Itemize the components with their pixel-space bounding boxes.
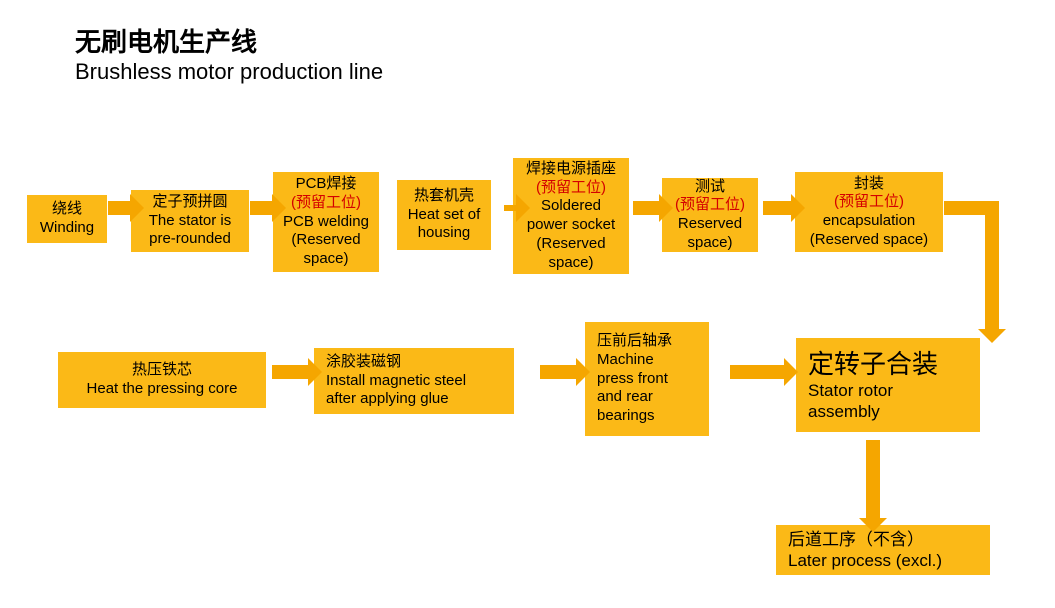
node-heatset: 热套机壳 Heat set of housing — [397, 180, 491, 250]
node-assembly-en1: Stator rotor — [808, 380, 968, 401]
node-press-cn: 压前后轴承 — [597, 332, 701, 351]
node-solder: 焊接电源插座 (预留工位) Soldered power socket (Res… — [513, 158, 629, 274]
arrow-right-icon — [730, 356, 798, 388]
node-later: 后道工序（不含） Later process (excl.) — [776, 525, 990, 575]
node-encaps: 封装 (预留工位) encapsulation (Reserved space) — [795, 172, 943, 252]
node-press-en4: bearings — [597, 407, 701, 426]
arrow-right-icon — [540, 356, 590, 388]
node-later-en: Later process (excl.) — [788, 550, 982, 571]
node-pcb-en2: (Reserved space) — [281, 231, 371, 269]
arrow-right-icon — [633, 192, 673, 224]
arrow-elbow-icon — [944, 201, 1017, 357]
node-winding-en: Winding — [35, 219, 99, 238]
node-encaps-red: (预留工位) — [803, 193, 935, 212]
arrow-down-icon — [857, 440, 889, 532]
node-press-en1: Machine — [597, 351, 701, 370]
node-glue-cn: 涂胶装磁钢 — [326, 353, 506, 372]
node-test-en2: space) — [670, 234, 750, 253]
node-heatset-en2: housing — [405, 224, 483, 243]
arrow-right-icon — [504, 192, 530, 224]
arrow-right-icon — [272, 356, 322, 388]
arrow-right-icon — [250, 192, 286, 224]
node-solder-cn: 焊接电源插座 — [521, 160, 621, 179]
node-heatset-cn: 热套机壳 — [405, 187, 483, 206]
node-pcb: PCB焊接 (预留工位) PCB welding (Reserved space… — [273, 172, 379, 272]
node-solder-red: (预留工位) — [521, 179, 621, 198]
node-test-red: (预留工位) — [670, 196, 750, 215]
title-cn: 无刷电机生产线 — [75, 22, 383, 59]
node-glue-en1: Install magnetic steel — [326, 372, 506, 391]
title-en: Brushless motor production line — [75, 59, 383, 85]
node-heatset-en1: Heat set of — [405, 206, 483, 225]
node-encaps-en1: encapsulation — [803, 212, 935, 231]
node-assembly-en2: assembly — [808, 401, 968, 422]
node-glue-en2: after applying glue — [326, 390, 506, 409]
node-glue: 涂胶装磁钢 Install magnetic steel after apply… — [314, 348, 514, 414]
node-encaps-cn: 封装 — [803, 175, 935, 194]
node-encaps-en2: (Reserved space) — [803, 231, 935, 250]
node-test: 测试 (预留工位) Reserved space) — [662, 178, 758, 252]
node-press-en3: and rear — [597, 388, 701, 407]
node-test-en1: Reserved — [670, 215, 750, 234]
node-pcb-cn: PCB焊接 — [281, 175, 371, 194]
node-heatcore: 热压铁芯 Heat the pressing core — [58, 352, 266, 408]
node-solder-en1: Soldered — [521, 197, 621, 216]
node-preround-cn: 定子预拼圆 — [139, 193, 241, 212]
node-winding-cn: 绕线 — [35, 200, 99, 219]
node-solder-en3: (Reserved space) — [521, 235, 621, 273]
node-winding: 绕线 Winding — [27, 195, 107, 243]
node-heatcore-cn: 热压铁芯 — [66, 361, 258, 380]
node-preround: 定子预拼圆 The stator is pre-rounded — [131, 190, 249, 252]
node-heatcore-en: Heat the pressing core — [66, 380, 258, 399]
arrow-right-icon — [108, 192, 144, 224]
node-solder-en2: power socket — [521, 216, 621, 235]
node-test-cn: 测试 — [670, 178, 750, 197]
node-pcb-red: (预留工位) — [281, 194, 371, 213]
node-preround-en: The stator is pre-rounded — [139, 212, 241, 250]
node-press: 压前后轴承 Machine press front and rear beari… — [585, 322, 709, 436]
node-pcb-en1: PCB welding — [281, 213, 371, 232]
diagram-title: 无刷电机生产线 Brushless motor production line — [75, 22, 383, 85]
node-press-en2: press front — [597, 370, 701, 389]
arrow-right-icon — [763, 192, 805, 224]
